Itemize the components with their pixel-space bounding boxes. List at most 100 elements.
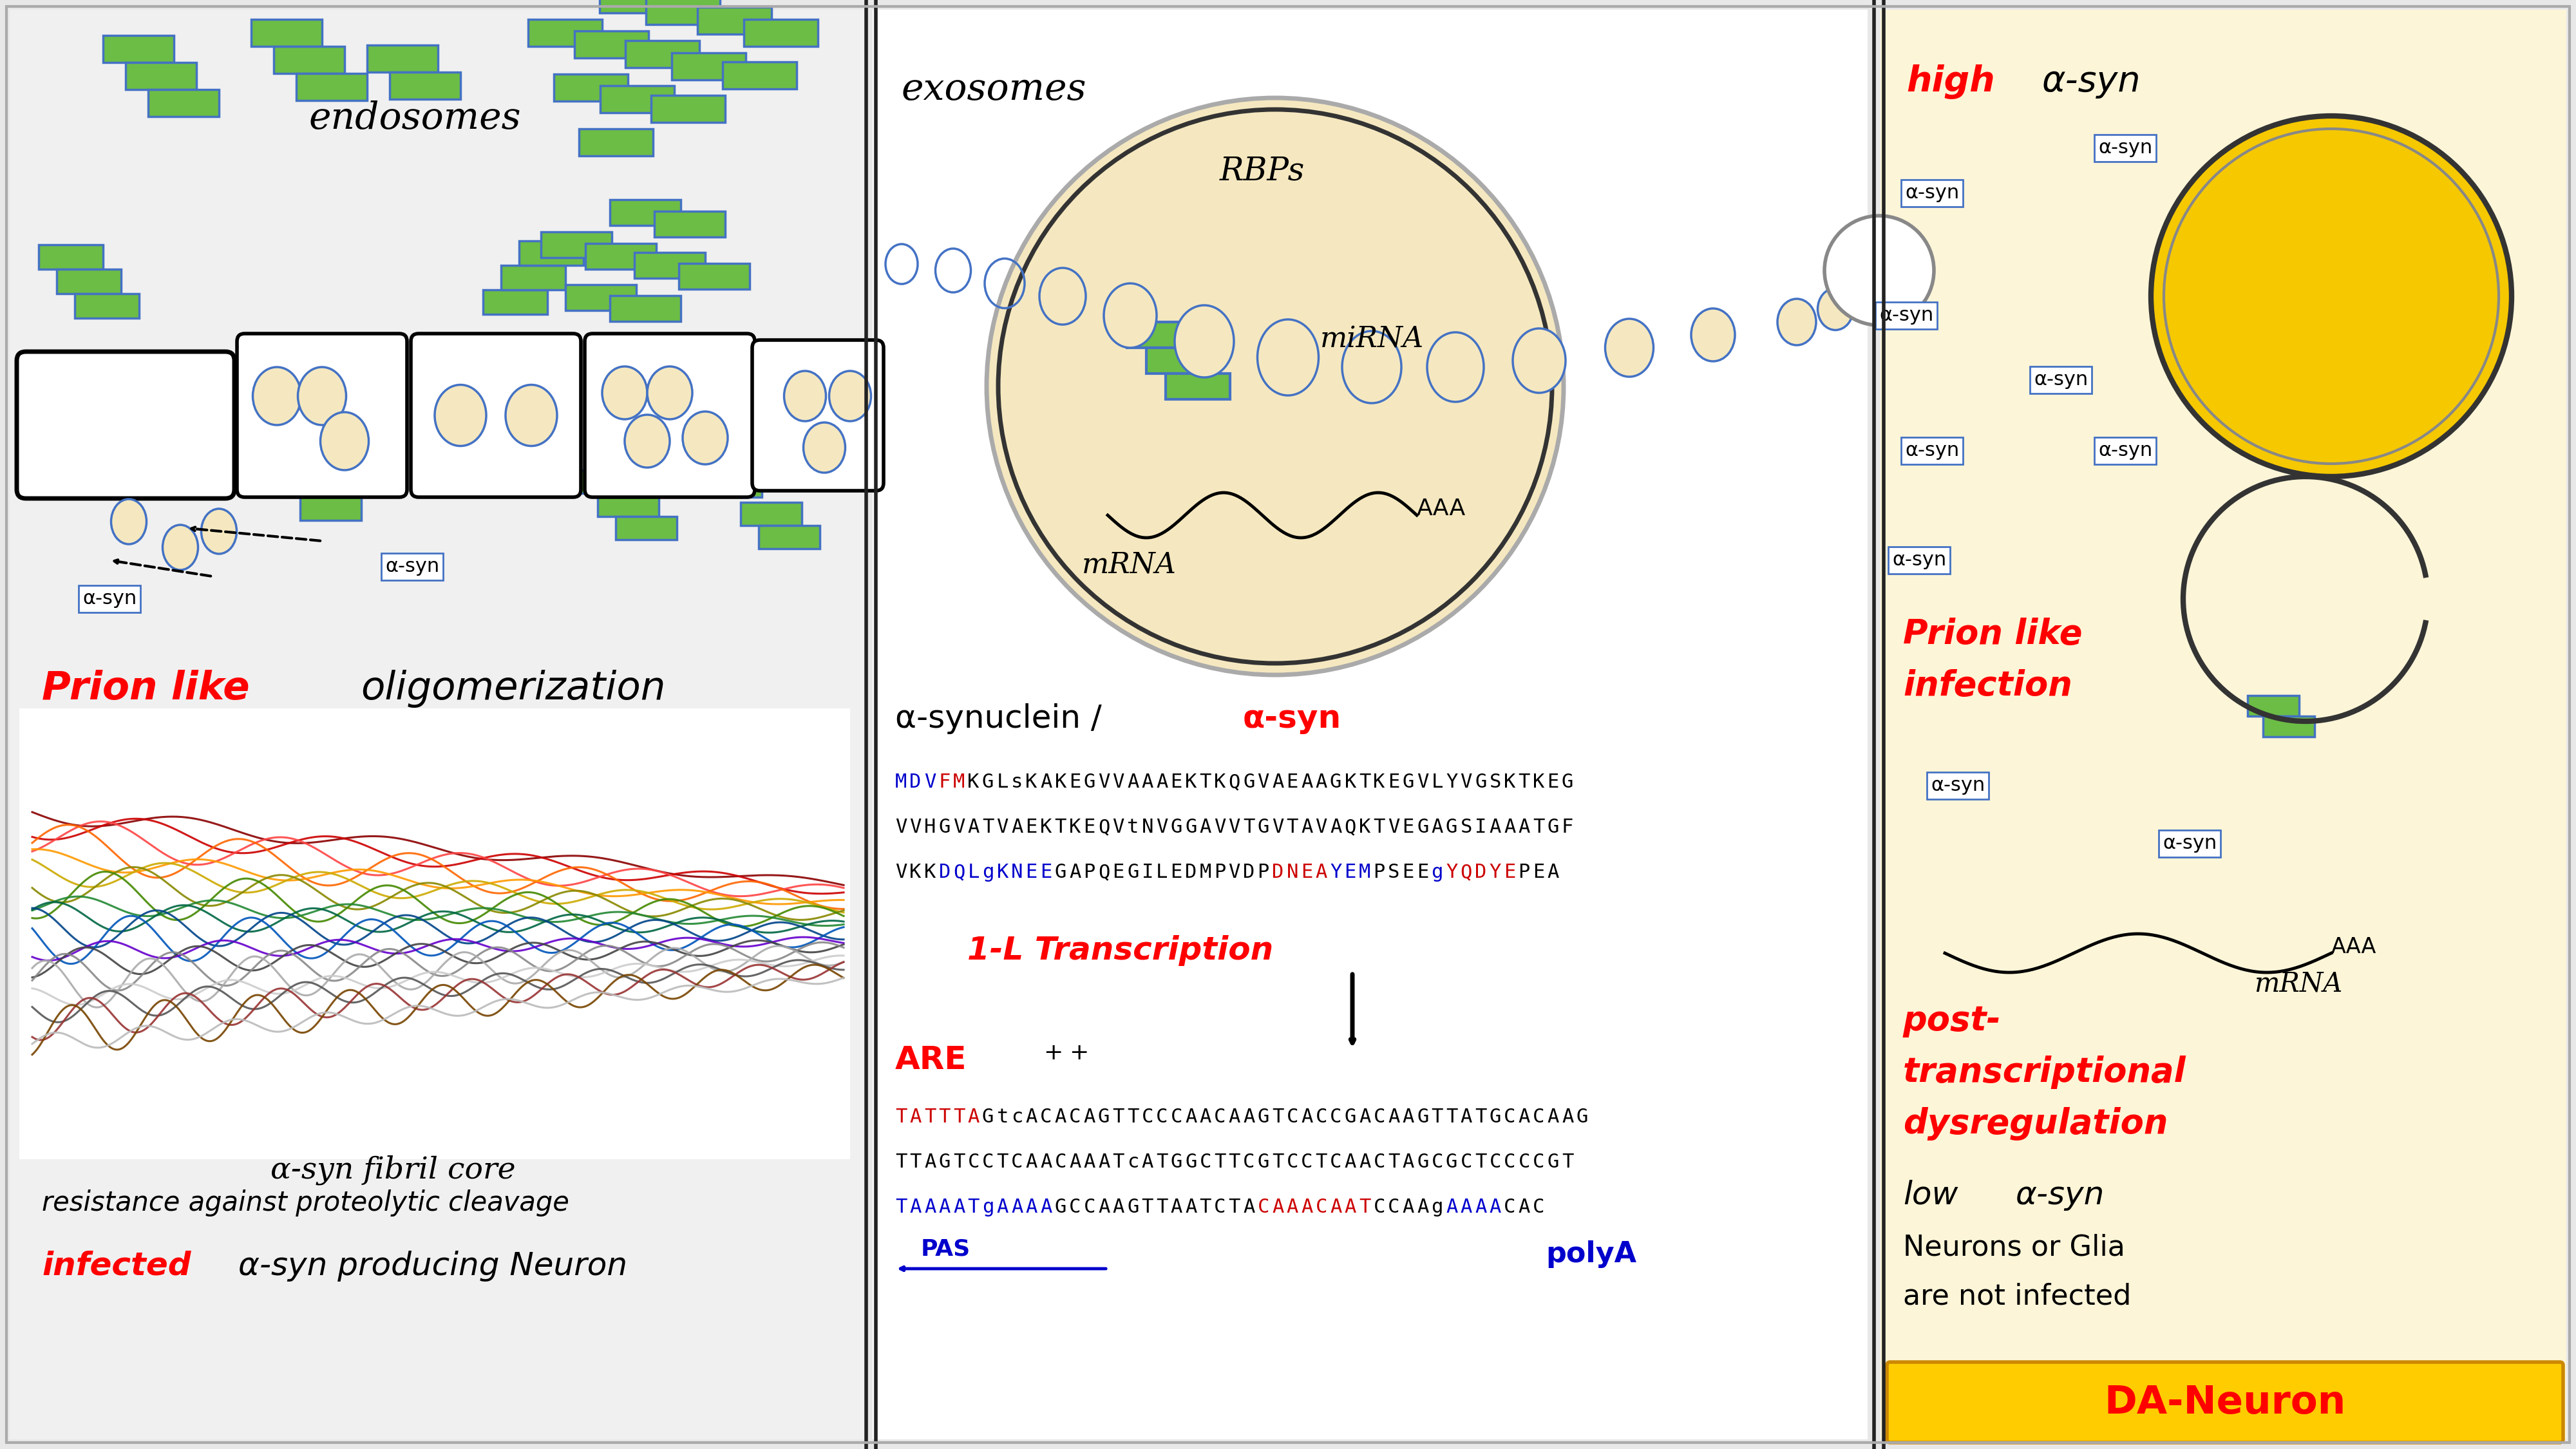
Text: G: G (1577, 1107, 1587, 1126)
Text: exosomes: exosomes (902, 71, 1087, 107)
Text: E: E (1401, 864, 1414, 881)
Text: Prion like: Prion like (41, 669, 250, 707)
Text: A: A (1273, 1198, 1283, 1217)
Text: C: C (1373, 1107, 1386, 1126)
Ellipse shape (623, 414, 670, 468)
Text: A: A (1360, 1153, 1370, 1171)
Text: V: V (1388, 817, 1399, 836)
Text: G: G (938, 817, 951, 836)
Text: C: C (1213, 1107, 1226, 1126)
FancyBboxPatch shape (1886, 1362, 2563, 1443)
Text: s: s (1010, 772, 1023, 791)
Text: Q: Q (1229, 772, 1239, 791)
Text: A: A (909, 1107, 922, 1126)
Text: C: C (1257, 1198, 1270, 1217)
Text: E: E (1388, 772, 1399, 791)
Text: G: G (1445, 817, 1458, 836)
FancyBboxPatch shape (1128, 322, 1190, 348)
Text: M: M (1360, 864, 1370, 881)
Text: A: A (1417, 1198, 1430, 1217)
Text: V: V (1113, 817, 1123, 836)
Text: A: A (1517, 1198, 1530, 1217)
Text: C: C (1170, 1107, 1182, 1126)
FancyBboxPatch shape (2246, 251, 2303, 272)
Text: V: V (909, 817, 922, 836)
Text: K: K (1360, 817, 1370, 836)
Ellipse shape (1103, 284, 1157, 348)
Text: T: T (969, 1198, 979, 1217)
Text: α-syn: α-syn (2097, 139, 2154, 158)
Text: A: A (997, 1198, 1007, 1217)
Text: G: G (1185, 817, 1198, 836)
Text: Q: Q (1097, 817, 1110, 836)
Text: A: A (925, 1198, 935, 1217)
Text: A: A (969, 1107, 979, 1126)
Text: L: L (997, 772, 1007, 791)
FancyBboxPatch shape (672, 52, 747, 80)
Text: ARE: ARE (896, 1045, 966, 1075)
Circle shape (2164, 129, 2499, 464)
FancyBboxPatch shape (103, 35, 175, 62)
FancyBboxPatch shape (57, 270, 121, 294)
Text: V: V (1417, 772, 1430, 791)
Text: α-syn: α-syn (2014, 1179, 2105, 1211)
Text: D: D (1273, 864, 1283, 881)
Text: C: C (1069, 1198, 1082, 1217)
Text: G: G (1329, 772, 1342, 791)
Text: T: T (1213, 1153, 1226, 1171)
Text: α-syn: α-syn (1904, 442, 1960, 461)
Text: C: C (1504, 1198, 1515, 1217)
Text: A: A (1329, 817, 1342, 836)
Text: C: C (1432, 1153, 1443, 1171)
Text: A: A (1069, 1153, 1082, 1171)
FancyBboxPatch shape (634, 252, 706, 278)
FancyBboxPatch shape (10, 10, 866, 1439)
Text: G: G (1054, 864, 1066, 881)
Text: F: F (1561, 817, 1574, 836)
Text: G: G (1242, 772, 1255, 791)
Text: I: I (1141, 864, 1154, 881)
Text: C: C (1373, 1198, 1386, 1217)
Text: G: G (1128, 1198, 1139, 1217)
Text: +: + (1043, 1042, 1064, 1064)
Text: A: A (1548, 1107, 1558, 1126)
Text: C: C (1316, 1198, 1327, 1217)
Text: S: S (1489, 772, 1502, 791)
Ellipse shape (201, 509, 237, 554)
Text: A: A (1097, 1198, 1110, 1217)
Text: g: g (1432, 1198, 1443, 1217)
Text: N: N (1141, 817, 1154, 836)
Text: A: A (1561, 1107, 1574, 1126)
Text: A: A (1069, 864, 1082, 881)
Text: K: K (1185, 772, 1198, 791)
Text: A: A (1273, 772, 1283, 791)
Text: A: A (1388, 1107, 1399, 1126)
Text: A: A (1301, 1198, 1314, 1217)
Text: DA-Neuron: DA-Neuron (2105, 1384, 2347, 1421)
FancyBboxPatch shape (744, 19, 817, 46)
Text: G: G (981, 772, 994, 791)
FancyBboxPatch shape (39, 245, 103, 270)
Text: C: C (1517, 1153, 1530, 1171)
Text: A: A (1473, 1198, 1486, 1217)
Text: infected: infected (41, 1250, 191, 1281)
Text: T: T (1373, 817, 1386, 836)
Text: A: A (1157, 772, 1167, 791)
Ellipse shape (1257, 319, 1319, 396)
Text: C: C (1329, 1153, 1342, 1171)
Text: T: T (896, 1153, 907, 1171)
Ellipse shape (252, 367, 301, 425)
Text: low: low (1904, 1179, 1958, 1211)
Ellipse shape (603, 367, 647, 419)
Circle shape (2151, 116, 2512, 477)
FancyBboxPatch shape (611, 200, 680, 226)
Text: G: G (1548, 1153, 1558, 1171)
Text: transcriptional: transcriptional (1904, 1055, 2187, 1090)
Ellipse shape (647, 367, 693, 419)
Text: G: G (1257, 1107, 1270, 1126)
Text: G: G (1548, 817, 1558, 836)
FancyBboxPatch shape (752, 341, 884, 491)
Ellipse shape (1175, 306, 1234, 377)
Text: E: E (1041, 864, 1051, 881)
FancyBboxPatch shape (299, 497, 361, 520)
